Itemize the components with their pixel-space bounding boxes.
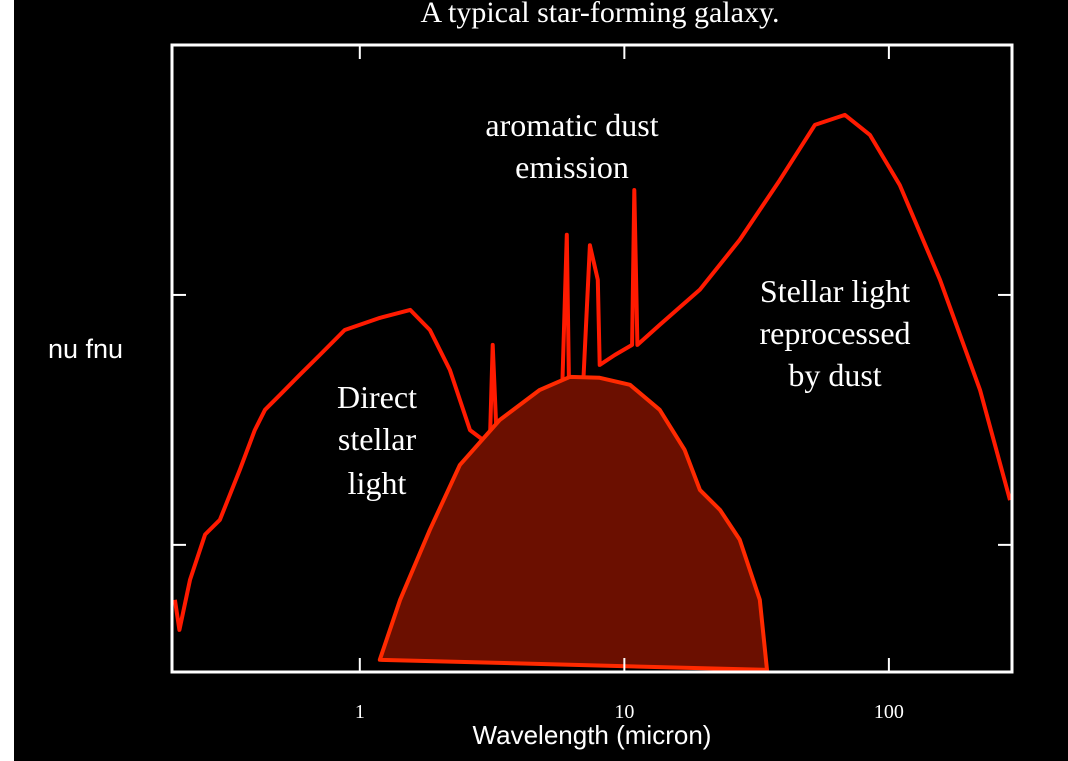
- axes-frame: [170, 43, 1014, 674]
- x-tick-label: 10: [614, 701, 634, 723]
- y-axis-label: nu fnu: [48, 334, 123, 364]
- x-tick-label: 1: [355, 701, 365, 723]
- area: [377, 374, 769, 672]
- annotation: light: [348, 465, 407, 501]
- annotation: stellar: [338, 421, 417, 457]
- chart-title: A typical star-forming galaxy.: [420, 0, 779, 29]
- annotation: Stellar light: [760, 273, 910, 309]
- annotation: Direct: [337, 379, 417, 415]
- plot-area: 1 10 100: [170, 43, 1014, 723]
- annotation: by dust: [788, 357, 881, 393]
- x-tick-label: 100: [874, 701, 904, 723]
- annotation: aromatic dust: [485, 107, 658, 143]
- annotation: emission: [515, 149, 629, 185]
- x-axis-label: Wavelength (micron): [473, 720, 712, 750]
- annotation: reprocessed: [759, 315, 910, 351]
